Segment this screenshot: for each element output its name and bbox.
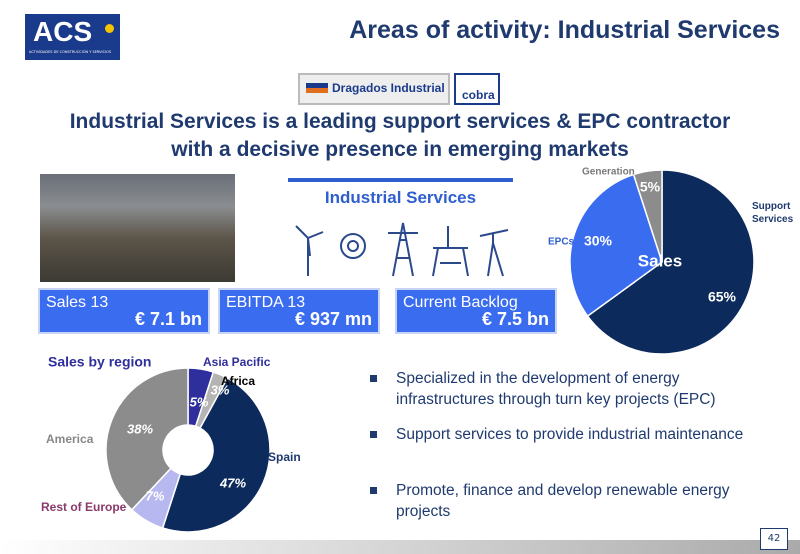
logo-text: ACS	[33, 16, 93, 47]
brand-icon	[306, 83, 328, 93]
slide-title: Areas of activity: Industrial Services	[349, 16, 780, 44]
category-label: Rest of Europe	[41, 500, 127, 514]
category-label: Support Services	[752, 201, 794, 225]
center-label: Sales	[638, 251, 682, 270]
category-label: Asia Pacific	[203, 355, 271, 369]
category-label: Generation	[582, 167, 635, 178]
divider	[288, 178, 513, 182]
value-label: 38%	[127, 421, 153, 436]
kpi-box: Sales 13 € 7.1 bn	[38, 288, 210, 334]
bullet: Support services to provide industrial m…	[368, 424, 768, 445]
value-label: 3%	[211, 382, 230, 397]
value-label: 5%	[190, 394, 209, 409]
kpi-box: EBITDA 13 € 937 mn	[218, 288, 380, 334]
value-label: 5%	[640, 179, 661, 195]
value-label: 65%	[708, 289, 737, 305]
kpi-label: Sales 13	[46, 294, 109, 311]
logo-dot	[105, 24, 114, 33]
page-number: 42	[760, 528, 788, 550]
photo	[40, 174, 235, 282]
activity-icons	[295, 222, 509, 277]
chart-title: Sales by region	[48, 354, 151, 370]
pie-slice	[161, 377, 271, 533]
category-label: Africa	[221, 374, 255, 388]
kpi-value: € 7.1 bn	[134, 309, 202, 329]
headline: with a decisive presence in emerging mar…	[171, 138, 629, 161]
logo: ACS ACTIVIDADES DE CONSTRUCCIÓN Y SERVIC…	[25, 14, 120, 60]
footer-bar	[0, 540, 800, 554]
brand-logo: Dragados Industrial	[298, 73, 450, 105]
pie-slice	[632, 169, 663, 263]
value-label: 30%	[584, 233, 613, 249]
section-title: Industrial Services	[324, 188, 477, 207]
logo-subtitle: ACTIVIDADES DE CONSTRUCCIÓN Y SERVICIOS	[29, 50, 112, 54]
pie-slice	[586, 169, 755, 355]
brand-name: Dragados Industrial	[332, 81, 445, 95]
kpi-box: Current Backlog € 7.5 bn	[395, 288, 557, 334]
headline: Industrial Services is a leading support…	[69, 110, 731, 133]
brand-logo: cobra	[454, 73, 500, 105]
kpi-value: € 937 mn	[294, 309, 372, 329]
pie-slice	[569, 173, 663, 318]
pie-slice	[105, 367, 189, 511]
kpi-label: Current Backlog	[403, 294, 518, 311]
kpi-value: € 7.5 bn	[481, 309, 549, 329]
bullet: Promote, finance and develop renewable e…	[368, 480, 768, 522]
kpi-label: EBITDA 13	[226, 294, 306, 311]
value-label: 7%	[146, 488, 165, 503]
value-label: 47%	[219, 475, 246, 490]
brand-name: cobra	[462, 88, 495, 102]
bullet: Specialized in the development of energy…	[368, 368, 768, 410]
category-label: EPCs	[548, 237, 575, 248]
category-label: America	[46, 432, 94, 446]
category-label: Spain	[268, 450, 301, 464]
